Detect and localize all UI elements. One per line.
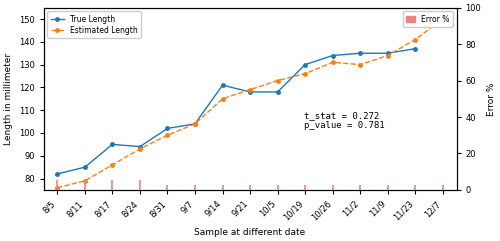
Estimated Length (440, 18, 446, 20)
True Length (192, 122, 198, 125)
True Length (82, 166, 88, 169)
True Length (54, 173, 60, 175)
True Length (330, 54, 336, 57)
Line: Estimated Length: Estimated Length (56, 17, 444, 189)
Legend: True Length, Estimated Length: True Length, Estimated Length (48, 12, 141, 38)
Legend: Error %: Error % (403, 12, 452, 27)
Estimated Length (247, 88, 253, 91)
Estimated Length (274, 79, 280, 82)
True Length (412, 47, 418, 50)
Estimated Length (54, 186, 60, 189)
Estimated Length (164, 134, 170, 137)
Estimated Length (384, 54, 390, 57)
True Length (164, 127, 170, 130)
True Length (110, 143, 116, 146)
Estimated Length (220, 97, 226, 100)
Line: True Length: True Length (56, 47, 417, 176)
True Length (274, 91, 280, 94)
Estimated Length (330, 61, 336, 64)
Y-axis label: Error %: Error % (487, 82, 496, 115)
Estimated Length (82, 179, 88, 182)
True Length (357, 52, 363, 55)
Y-axis label: Length in millimeter: Length in millimeter (4, 53, 13, 145)
Estimated Length (412, 38, 418, 41)
True Length (384, 52, 390, 55)
Text: t_stat = 0.272
p_value = 0.781: t_stat = 0.272 p_value = 0.781 (304, 111, 384, 130)
True Length (302, 63, 308, 66)
Estimated Length (357, 63, 363, 66)
Estimated Length (137, 147, 143, 150)
True Length (137, 145, 143, 148)
True Length (247, 91, 253, 94)
X-axis label: Sample at different date: Sample at different date (194, 228, 306, 237)
True Length (220, 84, 226, 87)
Estimated Length (192, 122, 198, 125)
Estimated Length (302, 72, 308, 75)
Estimated Length (110, 163, 116, 166)
